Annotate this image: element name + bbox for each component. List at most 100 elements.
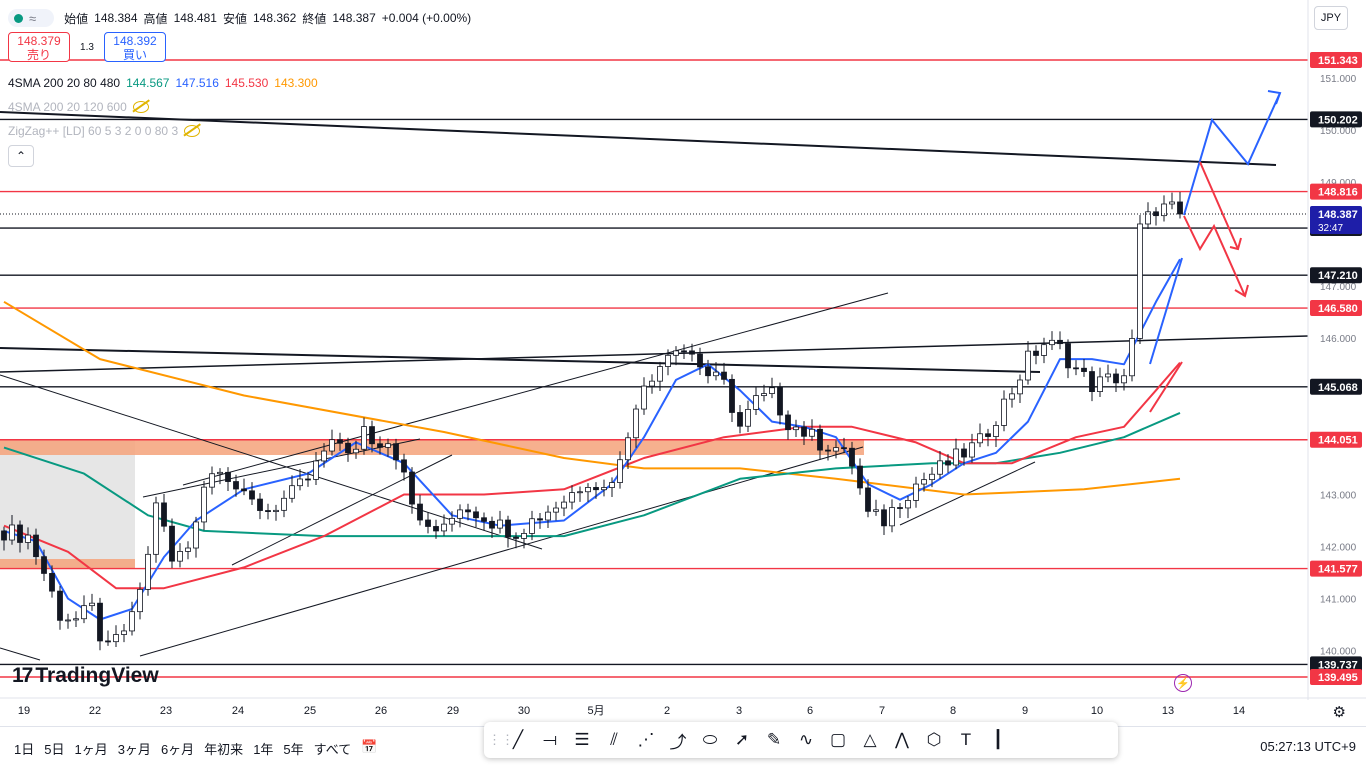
alert-icon[interactable]: ⚡ <box>1174 674 1192 692</box>
range-1d[interactable]: 1日 <box>14 742 35 757</box>
settings-icon[interactable]: ⚙ <box>1332 704 1346 721</box>
x-tick-label: 7 <box>879 705 885 717</box>
candle-body <box>265 510 271 512</box>
red-forecast-arrow <box>1183 215 1246 297</box>
x-tick-label: 6 <box>807 705 813 717</box>
candle-body <box>1081 367 1087 372</box>
price-chart[interactable]: 151.000 150.000 149.000 147.000 146.000 143.0… <box>0 0 1366 726</box>
candle-body <box>1177 201 1183 215</box>
x-tick-label: 8 <box>950 705 956 717</box>
candle-body <box>665 354 671 367</box>
indicator-value: 143.300 <box>274 76 318 90</box>
parallel-lines-icon[interactable]: ☰ <box>574 730 590 749</box>
x-tick-label: 24 <box>232 705 244 717</box>
buy-sell-panel: 148.379 売り 1.3 148.392 買い <box>8 32 166 62</box>
candle-body <box>409 471 415 505</box>
candle-body <box>617 459 623 483</box>
sell-button[interactable]: 148.379 売り <box>8 32 70 62</box>
eye-off-icon[interactable] <box>132 101 149 113</box>
indicator-sma-2[interactable]: 4SMA 200 20 120 600 <box>8 100 155 114</box>
arrow-icon[interactable]: ➚ <box>734 730 750 749</box>
ellipse-icon[interactable]: ⬭ <box>702 730 718 749</box>
candle-body <box>721 371 727 380</box>
zigzag-icon[interactable]: ⋀ <box>895 730 909 749</box>
range-box <box>0 440 135 568</box>
candle-body <box>785 414 791 431</box>
chevron-up-icon: ⌃ <box>15 149 27 163</box>
indicator-zigzag[interactable]: ZigZag++ [LD] 60 5 3 2 0 0 80 3 <box>8 124 206 138</box>
candle-body <box>145 553 151 590</box>
candle-body <box>825 449 831 452</box>
range-all[interactable]: すべて <box>313 742 352 757</box>
level-price-tag <box>1310 183 1362 200</box>
candle-body <box>681 350 687 353</box>
sma-line <box>3 411 1181 538</box>
candle-body <box>1073 367 1079 370</box>
brush-icon[interactable]: ✎ <box>766 730 782 749</box>
horizontal-ray-icon[interactable]: ⟞ <box>542 730 558 749</box>
path-icon[interactable]: ⤴ <box>669 732 687 752</box>
candle-body <box>361 426 367 450</box>
level-price-label: 139.495 <box>1318 672 1358 684</box>
high-value: 148.481 <box>173 11 217 25</box>
range-5d[interactable]: 5日 <box>44 742 65 757</box>
curve-icon[interactable]: ∿ <box>798 730 814 749</box>
eye-off-icon[interactable] <box>184 125 201 137</box>
y-tick-label: 142.000 <box>1320 543 1357 554</box>
candle-body <box>905 500 911 509</box>
candle-body <box>441 523 447 532</box>
candle-body <box>49 573 55 592</box>
vertical-line-icon[interactable]: ┃ <box>992 730 1004 749</box>
candle-body <box>881 509 887 527</box>
candle-body <box>593 487 599 491</box>
collapse-legend-button[interactable]: ⌃ <box>8 145 34 167</box>
candle-body <box>345 442 351 454</box>
legend-controls[interactable]: ≈ <box>8 9 55 27</box>
date-range-icon[interactable]: 📅 <box>361 739 378 754</box>
indicator-sma-1[interactable]: 4SMA 200 20 80 480 144.567 147.516 145.5… <box>8 76 324 90</box>
candle-body <box>121 630 127 635</box>
candle-body <box>913 483 919 501</box>
level-price-tag <box>1310 300 1362 317</box>
level-price-label: 150.202 <box>1318 114 1358 126</box>
candle-body <box>89 602 95 607</box>
clock[interactable]: 05:27:13 UTC+9 <box>1260 739 1356 754</box>
sma-line <box>3 300 1181 496</box>
x-tick-label: 14 <box>1233 705 1245 717</box>
x-tick-label: 30 <box>518 705 530 717</box>
range-1m[interactable]: 1ヶ月 <box>74 742 108 757</box>
buy-button[interactable]: 148.392 買い <box>104 32 166 62</box>
high-label: 高値 <box>143 11 168 26</box>
range-ytd[interactable]: 年初来 <box>204 742 244 757</box>
pitchfork-icon[interactable]: ⋰ <box>637 730 655 749</box>
range-3m[interactable]: 3ヶ月 <box>117 742 151 757</box>
trend-line <box>0 347 1041 373</box>
candle-body <box>529 518 535 534</box>
fib-icon[interactable]: ⫽ <box>610 730 618 749</box>
trend-line <box>0 647 41 661</box>
currency-selector[interactable]: JPY <box>1314 6 1348 30</box>
trend-line-icon[interactable]: ╱ <box>512 730 524 749</box>
candle-body <box>809 428 815 437</box>
x-tick-label: 3 <box>736 705 742 717</box>
rectangle-icon[interactable]: ▢ <box>829 730 847 749</box>
range-5y[interactable]: 5年 <box>283 742 304 757</box>
polyline-icon[interactable]: ⬡ <box>926 730 942 749</box>
range-6m[interactable]: 6ヶ月 <box>160 742 195 757</box>
spread: 1.3 <box>80 41 94 53</box>
drag-handle-icon[interactable]: ⋮⋮ <box>488 732 514 747</box>
candle-body <box>481 517 487 522</box>
y-tick-label: 141.000 <box>1320 595 1357 606</box>
candle-body <box>1025 350 1031 381</box>
currency-label: JPY <box>1320 12 1342 24</box>
trend-line <box>182 292 889 486</box>
range-1y[interactable]: 1年 <box>253 742 274 757</box>
trend-line <box>0 335 1309 373</box>
candle-body <box>401 459 407 473</box>
candle-body <box>841 447 847 450</box>
candle-body <box>353 448 359 454</box>
triangle-icon[interactable]: △ <box>863 730 877 749</box>
candle-body <box>1089 371 1095 392</box>
tradingview-logo-icon: 17 <box>12 664 33 687</box>
text-icon[interactable]: T <box>960 730 972 749</box>
